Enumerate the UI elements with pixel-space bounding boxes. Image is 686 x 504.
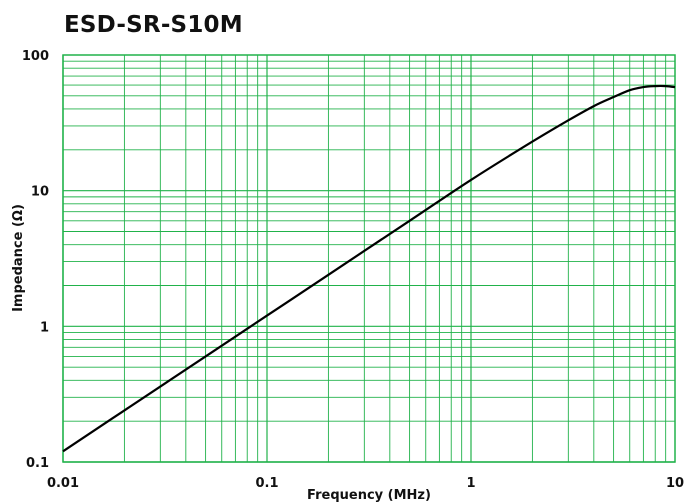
y-tick-labels: 0.1 1 10 100 [22, 49, 49, 471]
grid [62, 55, 675, 463]
x-tick-label: 10 [666, 476, 684, 491]
x-tick-label: 0.01 [47, 476, 79, 491]
x-tick-label: 0.1 [255, 476, 278, 491]
plot-frame [62, 54, 676, 463]
chart-title: ESD-SR-S10M [64, 12, 243, 38]
x-axis-label: Frequency (MHz) [307, 488, 431, 503]
y-axis-label: Impedance (Ω) [11, 204, 26, 312]
y-tick-label: 100 [22, 49, 49, 64]
y-tick-label: 10 [31, 185, 49, 200]
impedance-curve [62, 84, 676, 453]
y-tick-label: 1 [40, 320, 49, 335]
x-tick-label: 1 [466, 476, 475, 491]
y-tick-label: 0.1 [26, 456, 49, 471]
x-tick-labels: 0.01 0.1 1 10 [47, 476, 684, 491]
